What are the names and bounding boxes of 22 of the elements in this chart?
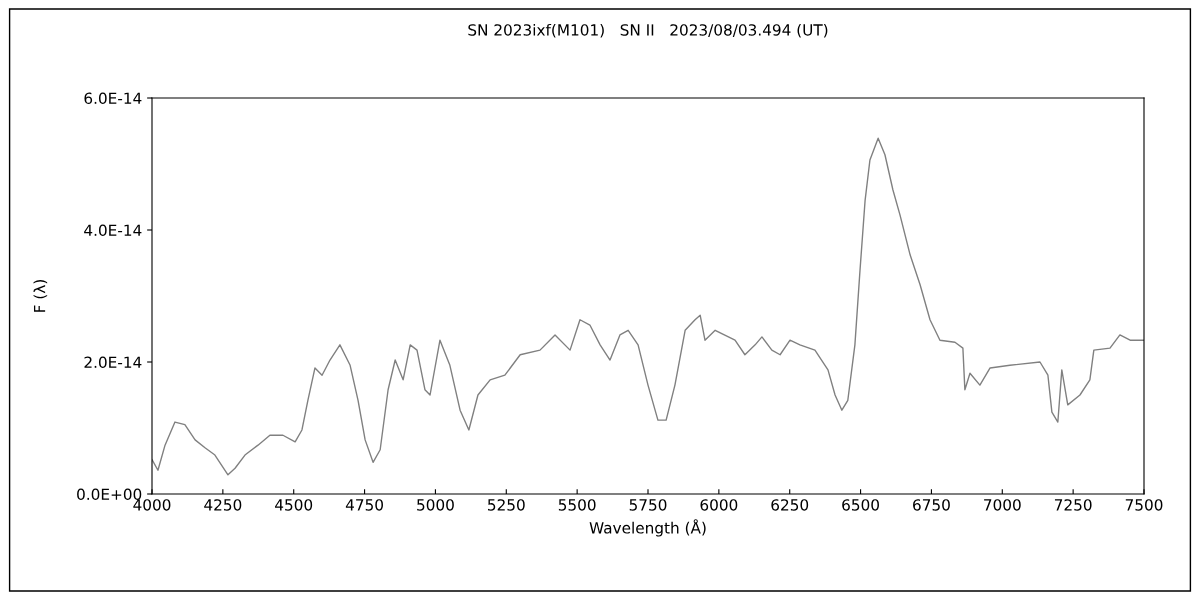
x-tick-label: 4500 xyxy=(275,499,313,511)
y-tick-label: 4.0E-14 xyxy=(84,224,142,237)
x-tick-label: 6250 xyxy=(771,499,809,511)
y-tick-label: 2.0E-14 xyxy=(84,356,142,369)
y-tick-label: 6.0E-14 xyxy=(84,92,142,105)
x-tick-label: 4750 xyxy=(345,499,383,511)
x-tick-label: 4250 xyxy=(204,499,242,511)
y-axis-title: F (λ) xyxy=(33,280,48,312)
x-tick-label: 6750 xyxy=(913,499,950,511)
x-tick-label: 7250 xyxy=(1054,499,1092,511)
x-tick-label: 5500 xyxy=(558,499,596,511)
chart-title: SN 2023ixf(M101) SN II 2023/08/03.494 (UT) xyxy=(468,23,828,38)
x-tick-label: 7000 xyxy=(984,499,1021,511)
x-tick-label: 6000 xyxy=(700,499,738,511)
x-tick-label: 5750 xyxy=(629,499,667,511)
x-tick-label: 7500 xyxy=(1125,499,1163,511)
x-tick-label: 5000 xyxy=(417,499,454,511)
y-tick-label: 0.0E+00 xyxy=(77,488,142,501)
x-axis-title: Wavelength (Å) xyxy=(589,519,706,537)
x-tick-label: 4000 xyxy=(133,499,171,511)
x-tick-label: 5250 xyxy=(488,499,525,511)
x-tick-label: 6500 xyxy=(842,499,879,511)
